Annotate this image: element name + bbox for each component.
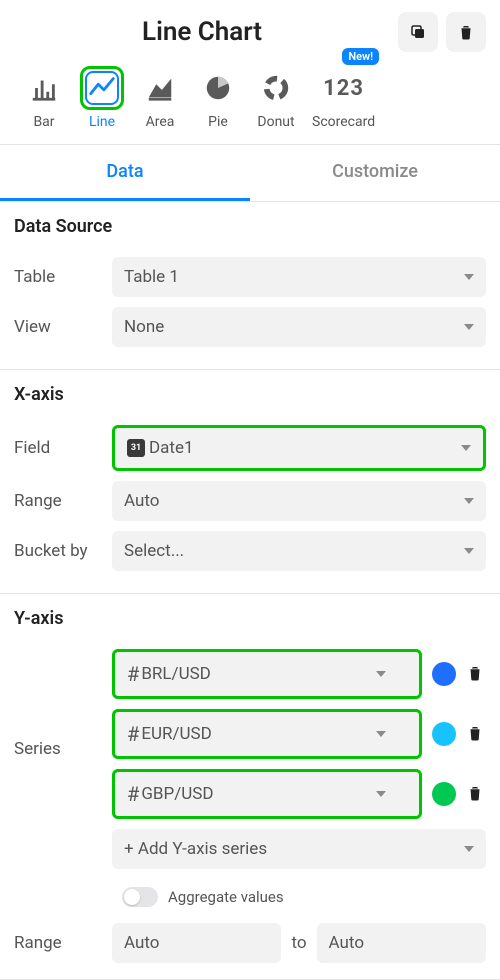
chevron-down-icon (464, 324, 474, 330)
series-value: BRL/USD (141, 664, 211, 684)
aggregate-row: Aggregate values (112, 887, 486, 907)
yaxis-series-label: Series (14, 649, 112, 759)
chevron-down-icon (464, 498, 474, 504)
chart-type-area[interactable]: Area (138, 66, 182, 130)
section-xaxis: X-axis Field 31 Date1 Range Auto Bucket … (0, 370, 500, 594)
yaxis-range-to-value: Auto (329, 933, 364, 953)
view-value: None (124, 317, 164, 337)
section-title: Y-axis (14, 594, 486, 639)
section-yaxis: Y-axis Series # BRL/USD # EUR/USD (0, 594, 500, 980)
chart-type-scorecard[interactable]: New! 123 Scorecard (312, 66, 375, 130)
chevron-down-icon (376, 671, 386, 677)
view-label: View (14, 317, 112, 337)
xaxis-bucket-label: Bucket by (14, 541, 112, 561)
trash-icon (466, 784, 484, 802)
table-select[interactable]: Table 1 (112, 257, 486, 297)
series-select-1[interactable]: # EUR/USD (112, 709, 422, 759)
chart-type-label: Scorecard (312, 114, 375, 130)
scorecard-icon: 123 (323, 76, 364, 101)
number-icon: # (127, 662, 139, 686)
view-select[interactable]: None (112, 307, 486, 347)
series-delete-0[interactable] (466, 664, 486, 684)
delete-button[interactable] (446, 12, 486, 52)
trash-icon (466, 724, 484, 742)
number-icon: # (127, 722, 139, 746)
series-color-1[interactable] (432, 722, 456, 746)
trash-icon (466, 664, 484, 682)
donut-chart-icon (261, 73, 291, 103)
copy-icon (409, 23, 427, 41)
area-chart-icon (145, 73, 175, 103)
chart-type-label: Area (146, 114, 175, 130)
new-badge: New! (342, 48, 379, 65)
chevron-down-icon (464, 274, 474, 280)
xaxis-range-value: Auto (124, 491, 159, 511)
series-value: EUR/USD (141, 724, 211, 744)
chart-type-bar[interactable]: Bar (22, 66, 66, 130)
section-title: X-axis (14, 370, 486, 415)
chart-type-pie[interactable]: Pie (196, 66, 240, 130)
chart-type-label: Line (89, 114, 115, 130)
series-delete-2[interactable] (466, 784, 486, 804)
yaxis-range-from-value: Auto (124, 933, 159, 953)
series-row: # GBP/USD (112, 769, 486, 819)
chart-type-label: Pie (208, 114, 228, 130)
tabs: Data Customize (0, 145, 500, 202)
chevron-down-icon (461, 445, 471, 451)
section-data-source: Data Source Table Table 1 View None (0, 202, 500, 370)
xaxis-bucket-value: Select... (124, 541, 184, 561)
series-color-2[interactable] (432, 782, 456, 806)
chart-type-line[interactable]: Line (80, 66, 124, 130)
xaxis-range-select[interactable]: Auto (112, 481, 486, 521)
series-color-0[interactable] (432, 662, 456, 686)
chevron-down-icon (464, 548, 474, 554)
section-title: Data Source (14, 202, 486, 247)
bar-chart-icon (29, 73, 59, 103)
chevron-down-icon (464, 846, 474, 852)
line-chart-icon (87, 73, 117, 103)
xaxis-range-label: Range (14, 491, 112, 511)
calendar-icon: 31 (127, 439, 145, 457)
chevron-down-icon (376, 731, 386, 737)
series-row: # EUR/USD (112, 709, 486, 759)
chart-type-label: Bar (33, 114, 54, 130)
trash-icon (457, 23, 475, 41)
chart-type-picker: Bar Line Area Pie Donut New! 123 Scoreca… (0, 56, 500, 145)
aggregate-toggle[interactable] (122, 887, 158, 907)
yaxis-range-label: Range (14, 933, 112, 953)
page-title: Line Chart (142, 17, 262, 47)
add-series-label: + Add Y-axis series (124, 839, 267, 859)
series-value: GBP/USD (141, 784, 213, 804)
chart-type-donut[interactable]: Donut (254, 66, 298, 130)
series-select-2[interactable]: # GBP/USD (112, 769, 422, 819)
pie-chart-icon (203, 73, 233, 103)
xaxis-bucket-select[interactable]: Select... (112, 531, 486, 571)
chart-type-label: Donut (257, 114, 294, 130)
series-select-0[interactable]: # BRL/USD (112, 649, 422, 699)
table-label: Table (14, 267, 112, 287)
aggregate-label: Aggregate values (168, 888, 284, 906)
yaxis-series-list: # BRL/USD # EUR/USD (112, 649, 486, 907)
yaxis-range-from-select[interactable]: Auto (112, 923, 281, 963)
tab-data[interactable]: Data (0, 145, 250, 201)
xaxis-field-value: Date1 (149, 438, 194, 458)
range-to-text: to (281, 933, 316, 953)
series-row: # BRL/USD (112, 649, 486, 699)
tab-customize[interactable]: Customize (250, 145, 500, 201)
xaxis-field-label: Field (14, 438, 112, 458)
number-icon: # (127, 782, 139, 806)
xaxis-field-select[interactable]: 31 Date1 (112, 425, 486, 471)
series-delete-1[interactable] (466, 724, 486, 744)
chevron-down-icon (376, 791, 386, 797)
add-series-button[interactable]: + Add Y-axis series (112, 829, 486, 869)
yaxis-range-to-select[interactable]: Auto (317, 923, 486, 963)
table-value: Table 1 (124, 267, 179, 287)
duplicate-button[interactable] (398, 12, 438, 52)
